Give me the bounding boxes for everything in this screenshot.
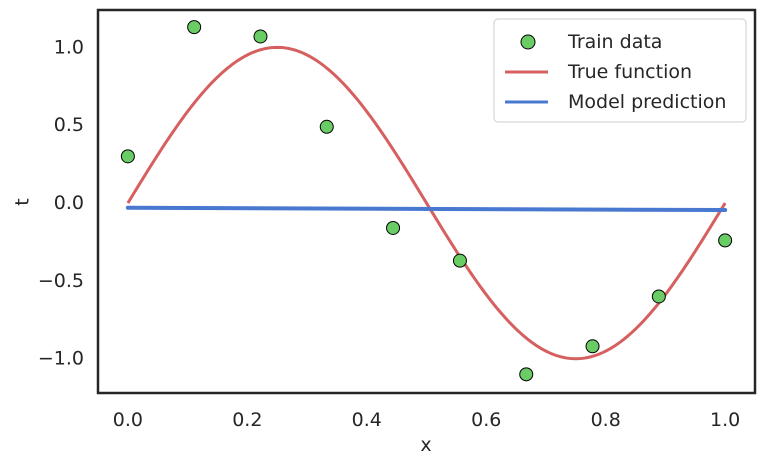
- y-axis-ticks: 1.0 0.5 0.0 −0.5 −1.0: [38, 36, 84, 369]
- train-data-point: [386, 220, 401, 235]
- x-axis-ticks: 0.0 0.2 0.4 0.6 0.8 1.0: [113, 409, 740, 431]
- y-tick-label: 1.0: [54, 36, 84, 58]
- train-data-point: [519, 367, 534, 382]
- x-tick-label: 0.2: [232, 409, 262, 431]
- legend-label-true-function: True function: [567, 61, 692, 83]
- y-tick-label: 0.0: [54, 192, 84, 214]
- train-data-point: [651, 289, 666, 304]
- legend-marker-train-data: [520, 34, 536, 50]
- train-data-point: [585, 339, 600, 354]
- y-axis-label: t: [12, 198, 34, 205]
- train-data-layer: [120, 20, 733, 382]
- true-function-layer: [126, 45, 727, 361]
- x-tick-label: 0.6: [471, 409, 501, 431]
- x-tick-label: 1.0: [710, 409, 740, 431]
- plot-frame: [96, 8, 757, 395]
- model-prediction-layer: [125, 205, 728, 213]
- legend-label-train-data: Train data: [567, 31, 662, 53]
- y-tick-label: 0.5: [54, 114, 84, 136]
- train-data-point: [120, 149, 135, 164]
- train-data-point: [253, 29, 268, 44]
- legend-label-model-prediction: Model prediction: [568, 91, 726, 113]
- model-prediction-line: [125, 205, 728, 213]
- train-data-point: [718, 233, 733, 248]
- y-tick-label: −1.0: [38, 348, 84, 370]
- legend-box: [493, 18, 747, 123]
- x-axis-label: x: [420, 434, 431, 456]
- x-tick-label: 0.0: [113, 409, 143, 431]
- train-data-point: [319, 119, 334, 134]
- x-tick-label: 0.8: [591, 409, 621, 431]
- train-data-point: [187, 20, 202, 35]
- train-data-point: [452, 253, 467, 268]
- true-function-line: [126, 45, 727, 361]
- y-tick-label: −0.5: [38, 270, 84, 292]
- legend: Train data True function Model predictio…: [493, 18, 747, 123]
- x-tick-label: 0.4: [352, 409, 382, 431]
